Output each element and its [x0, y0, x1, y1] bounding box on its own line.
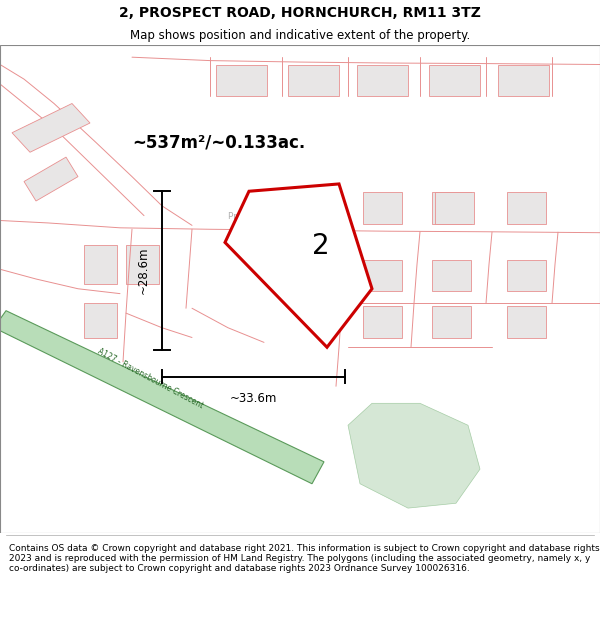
Bar [363, 306, 402, 338]
Bar [84, 303, 117, 338]
Bar [507, 259, 546, 291]
Text: ~28.6m: ~28.6m [137, 247, 150, 294]
Text: ~33.6m: ~33.6m [230, 392, 277, 405]
Text: ~537m²/~0.133ac.: ~537m²/~0.133ac. [132, 134, 305, 151]
Text: 2: 2 [311, 232, 329, 260]
Text: Prospect Road: Prospect Road [228, 212, 292, 221]
Polygon shape [0, 311, 324, 484]
Text: A127 - Ravensbourne Crescent: A127 - Ravensbourne Crescent [96, 348, 205, 411]
Bar [432, 192, 471, 224]
Bar [216, 64, 267, 96]
Bar [288, 64, 339, 96]
Bar [357, 64, 408, 96]
Bar [432, 306, 471, 338]
Text: Contains OS data © Crown copyright and database right 2021. This information is : Contains OS data © Crown copyright and d… [9, 544, 599, 573]
Bar [363, 259, 402, 291]
Polygon shape [225, 184, 372, 348]
Polygon shape [24, 157, 78, 201]
Bar [507, 306, 546, 338]
Bar [507, 192, 546, 224]
Bar [435, 192, 474, 224]
Text: 2, PROSPECT ROAD, HORNCHURCH, RM11 3TZ: 2, PROSPECT ROAD, HORNCHURCH, RM11 3TZ [119, 6, 481, 19]
Bar [126, 245, 159, 284]
Text: Map shows position and indicative extent of the property.: Map shows position and indicative extent… [130, 29, 470, 42]
Bar [498, 64, 549, 96]
Bar [432, 259, 471, 291]
Bar [429, 64, 480, 96]
Polygon shape [348, 403, 480, 508]
Polygon shape [12, 104, 90, 152]
Bar [84, 245, 117, 284]
Bar [363, 192, 402, 224]
